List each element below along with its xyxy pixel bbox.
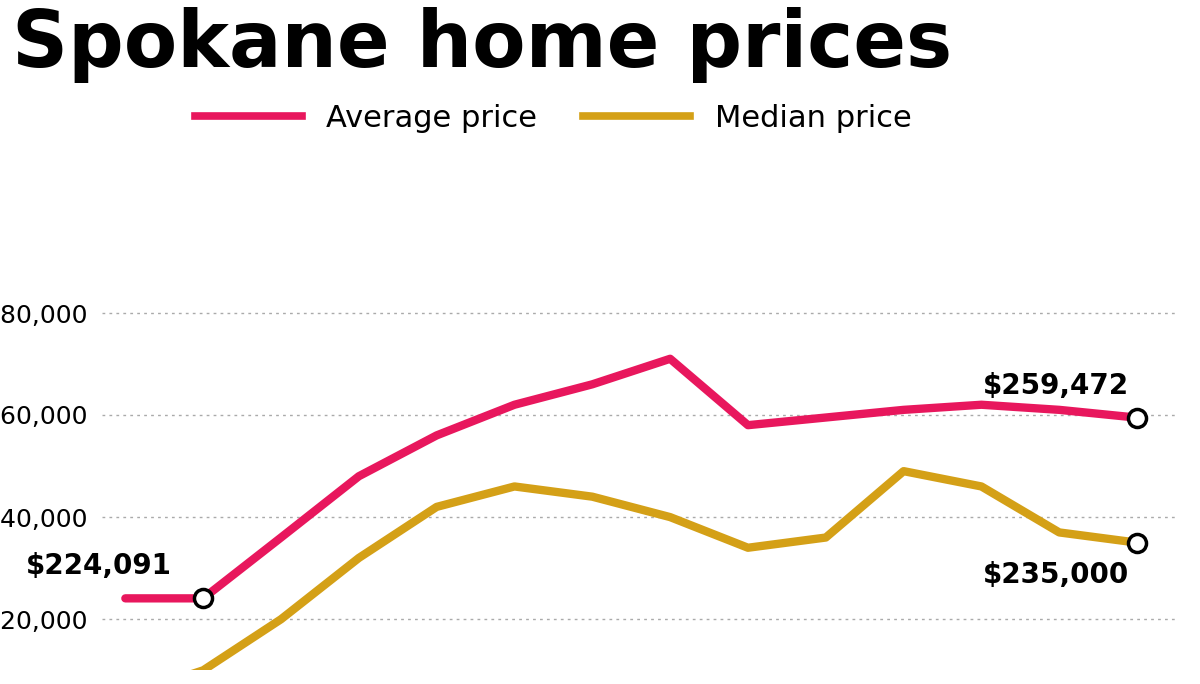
Text: $224,091: $224,091 (26, 553, 172, 581)
Text: $259,472: $259,472 (983, 372, 1129, 399)
Text: Spokane home prices: Spokane home prices (12, 7, 952, 83)
Text: $235,000: $235,000 (983, 560, 1129, 588)
Legend: Average price, Median price: Average price, Median price (182, 92, 924, 145)
